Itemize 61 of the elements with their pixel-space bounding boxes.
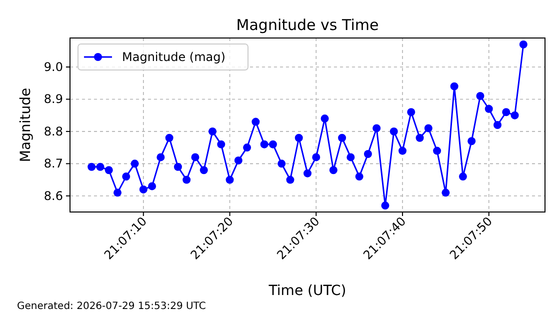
point <box>260 140 268 148</box>
point <box>312 153 320 162</box>
point <box>208 127 216 136</box>
point <box>165 134 174 142</box>
point <box>355 172 364 181</box>
y-tick-label: 8.8 <box>44 124 63 138</box>
point <box>407 108 416 116</box>
point <box>304 169 312 178</box>
point <box>148 182 156 190</box>
point <box>130 160 139 168</box>
point <box>217 140 226 148</box>
y-tick-label: 8.7 <box>44 156 63 171</box>
point <box>191 153 200 162</box>
point <box>494 121 502 129</box>
point <box>372 124 381 132</box>
x-axis-title: Time (UTC) <box>268 283 346 299</box>
point <box>200 166 208 174</box>
point <box>398 146 406 155</box>
point <box>234 156 242 164</box>
point <box>338 134 346 142</box>
point <box>381 202 390 210</box>
point <box>114 188 122 197</box>
point <box>139 185 148 194</box>
point <box>329 166 338 174</box>
point <box>88 162 96 171</box>
point <box>476 92 484 100</box>
point <box>294 134 303 142</box>
point <box>182 176 191 184</box>
point <box>502 108 510 116</box>
point <box>442 188 450 197</box>
point <box>510 111 519 120</box>
text: Generated: 2026-07-29 15:53:29 UTC <box>17 301 206 312</box>
point <box>468 137 476 146</box>
point <box>320 114 329 123</box>
y-tick-label: 8.6 <box>44 188 63 203</box>
point <box>252 118 260 126</box>
point <box>122 172 130 181</box>
y-tick-label: 8.9 <box>44 92 63 106</box>
point <box>96 162 104 171</box>
point <box>416 134 424 142</box>
point <box>104 166 113 174</box>
point <box>450 82 458 90</box>
y-axis-title: Magnitude <box>18 88 34 162</box>
point <box>286 176 294 184</box>
chart-title: Magnitude vs Time <box>236 16 379 34</box>
point <box>484 104 493 113</box>
point <box>174 162 182 171</box>
point <box>390 127 398 136</box>
point <box>458 172 467 181</box>
point <box>278 160 286 168</box>
point <box>243 144 252 152</box>
point <box>346 153 355 162</box>
point <box>433 146 442 155</box>
point <box>268 140 277 148</box>
point <box>226 176 234 184</box>
y-tick-label: 9.0 <box>44 60 63 74</box>
point <box>156 153 165 162</box>
point <box>424 124 432 132</box>
point <box>519 40 528 48</box>
legend-label: Magnitude (mag) <box>122 50 226 64</box>
point <box>364 150 372 158</box>
